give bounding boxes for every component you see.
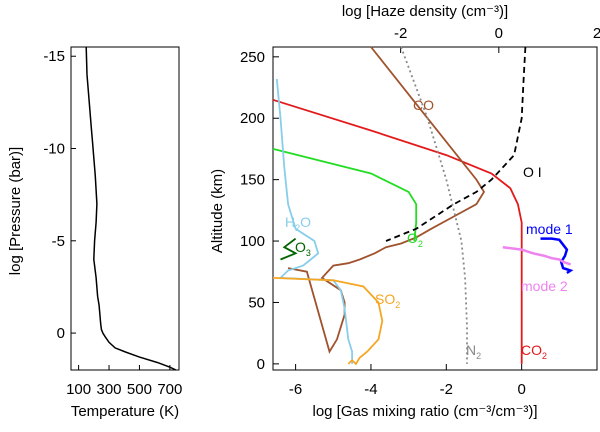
series-line-mode-1 (540, 237, 574, 275)
right-ytick-label: 100 (240, 233, 265, 250)
right-ylabel: Altitude (km) (209, 169, 226, 253)
o3-sub: 3 (306, 248, 311, 258)
label-o2: O2 (407, 230, 423, 249)
temperature-line (85, 46, 177, 371)
series-line-h2o (275, 78, 353, 364)
label-h2o: H2O (285, 214, 311, 233)
left-ytick-label: -10 (43, 141, 65, 158)
o2-o: O (407, 230, 418, 246)
so2-sub: 2 (395, 300, 400, 310)
right-xlabel: log [Gas mixing ratio (cm⁻³/cm⁻³)] (312, 403, 537, 420)
label-mode1: mode 1 (526, 221, 573, 237)
right-ytick-label: 250 (240, 49, 265, 66)
right-xtick-label: -2 (440, 381, 453, 398)
series-line-mode-2 (502, 245, 571, 266)
right-ytick-label: 200 (240, 110, 265, 127)
label-o3: O3 (295, 239, 311, 258)
series-line-o2 (272, 148, 418, 242)
label-so2: SO2 (375, 291, 400, 310)
label-co: CO (413, 97, 434, 113)
series-line-so2 (272, 277, 384, 366)
h2o-h: H (285, 214, 295, 230)
composition-panel: Altitude (km) log [Gas mixing ratio (cm⁻… (209, 3, 600, 420)
label-co2: CO2 (521, 342, 547, 361)
left-ylabel: log [Pressure (bar)] (7, 147, 24, 275)
o2-sub: 2 (418, 239, 423, 249)
label-mode2: mode 2 (521, 278, 568, 294)
left-xtick-label: 300 (97, 381, 122, 398)
right-xtick-label: 0 (517, 381, 525, 398)
label-oi: O I (523, 164, 542, 180)
o3-o: O (295, 239, 306, 255)
series-line-co2 (272, 98, 523, 364)
right-ytick-label: 50 (248, 294, 265, 311)
series-line-co (287, 46, 486, 354)
top-xtick-label: 0 (495, 25, 503, 42)
series-line-o-i (385, 46, 527, 242)
top-xtick-label: -2 (394, 25, 407, 42)
right-ytick-label: 0 (257, 356, 265, 373)
left-xlabel: Temperature (K) (71, 403, 179, 420)
right-xtick-label: -4 (364, 381, 377, 398)
label-n2: N2 (466, 342, 481, 361)
left-ytick-label: 0 (57, 325, 65, 342)
left-xtick-label: 100 (66, 381, 91, 398)
n2-sub: 2 (476, 351, 481, 361)
series-line-n2 (400, 46, 468, 364)
co2-co: CO (521, 342, 542, 358)
left-xtick-label: 500 (127, 381, 152, 398)
left-plot-frame (70, 46, 180, 371)
temperature-panel: log [Pressure (bar)] Temperature (K) 100… (7, 46, 182, 420)
h2o-o: O (300, 214, 311, 230)
right-ytick-label: 150 (240, 172, 265, 189)
left-xtick-label: 700 (157, 381, 182, 398)
top-xtick-label: 2 (593, 25, 600, 42)
so2-so: SO (375, 291, 395, 307)
right-xtick-label: -6 (289, 381, 302, 398)
right-plot-frame (272, 46, 598, 371)
h2o-sub: 2 (295, 223, 300, 233)
n2-n: N (466, 342, 476, 358)
series-line-o3 (280, 237, 298, 261)
co2-sub: 2 (542, 351, 547, 361)
left-ytick-label: -5 (52, 233, 65, 250)
top-xlabel: log [Haze density (cm⁻³)] (342, 3, 508, 20)
left-ytick-label: -15 (43, 48, 65, 65)
